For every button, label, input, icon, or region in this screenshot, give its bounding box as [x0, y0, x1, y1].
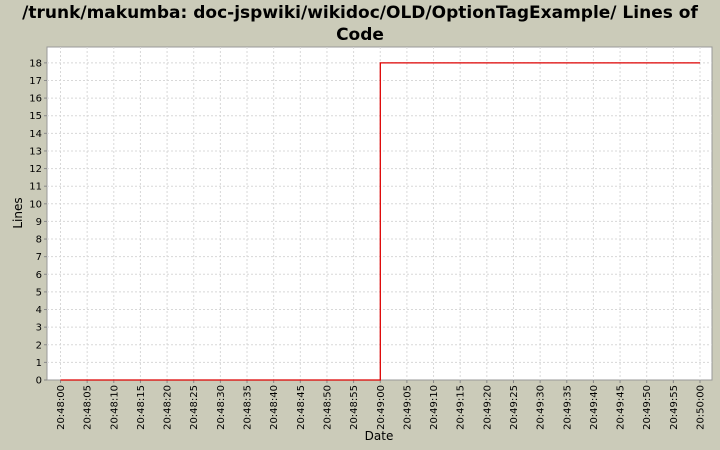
x-tick-label: 20:49:15	[456, 385, 467, 430]
y-tick-label: 2	[36, 340, 42, 351]
y-tick-label: 9	[36, 217, 42, 228]
y-tick-label: 1	[36, 358, 42, 369]
x-tick-label: 20:48:40	[269, 385, 280, 430]
x-tick-label: 20:48:00	[56, 385, 67, 430]
x-axis-label: Date	[365, 429, 394, 443]
x-tick-label: 20:50:00	[696, 385, 707, 430]
y-tick-label: 0	[36, 376, 42, 387]
y-tick-label: 7	[36, 252, 42, 263]
y-tick-label: 16	[29, 94, 42, 105]
x-tick-label: 20:49:50	[642, 385, 653, 430]
x-tick-label: 20:48:35	[243, 385, 254, 430]
x-tick-label: 20:48:20	[163, 385, 174, 430]
y-tick-label: 6	[36, 270, 42, 281]
y-tick-label: 13	[29, 146, 42, 157]
x-tick-label: 20:48:25	[189, 385, 200, 430]
x-tick-label: 20:49:00	[376, 385, 387, 430]
x-tick-label: 20:48:50	[322, 385, 333, 430]
y-tick-label: 14	[29, 129, 42, 140]
x-tick-label: 20:49:05	[402, 385, 413, 430]
y-tick-label: 12	[29, 164, 42, 175]
chart-title: /trunk/makumba: doc-jspwiki/wikidoc/OLD/…	[22, 3, 698, 45]
series-line	[60, 62, 700, 381]
x-tick-label: 20:48:05	[83, 385, 94, 430]
y-tick-label: 5	[36, 287, 42, 298]
x-tick-label: 20:49:20	[482, 385, 493, 430]
x-tick-label: 20:48:55	[349, 385, 360, 430]
x-tick-label: 20:49:35	[562, 385, 573, 430]
y-tick-label: 3	[36, 323, 42, 334]
x-tick-label: 20:48:45	[296, 385, 307, 430]
y-axis-label: Lines	[11, 197, 25, 228]
x-tick-label: 20:49:45	[616, 385, 627, 430]
x-tick-label: 20:48:10	[109, 385, 120, 430]
y-tick-label: 15	[29, 111, 42, 122]
y-tick-label: 8	[36, 235, 42, 246]
y-tick-label: 11	[29, 182, 42, 193]
y-tick-label: 10	[29, 199, 42, 210]
x-tick-label: 20:49:25	[509, 385, 520, 430]
x-tick-label: 20:49:40	[589, 385, 600, 430]
y-tick-label: 17	[29, 76, 42, 87]
x-tick-label: 20:49:30	[536, 385, 547, 430]
plot-area	[46, 46, 713, 381]
y-tick-label: 18	[29, 58, 42, 69]
y-tick-label: 4	[36, 305, 42, 316]
x-tick-label: 20:48:15	[136, 385, 147, 430]
x-tick-label: 20:49:10	[429, 385, 440, 430]
x-tick-label: 20:48:30	[216, 385, 227, 430]
x-tick-label: 20:49:55	[669, 385, 680, 430]
